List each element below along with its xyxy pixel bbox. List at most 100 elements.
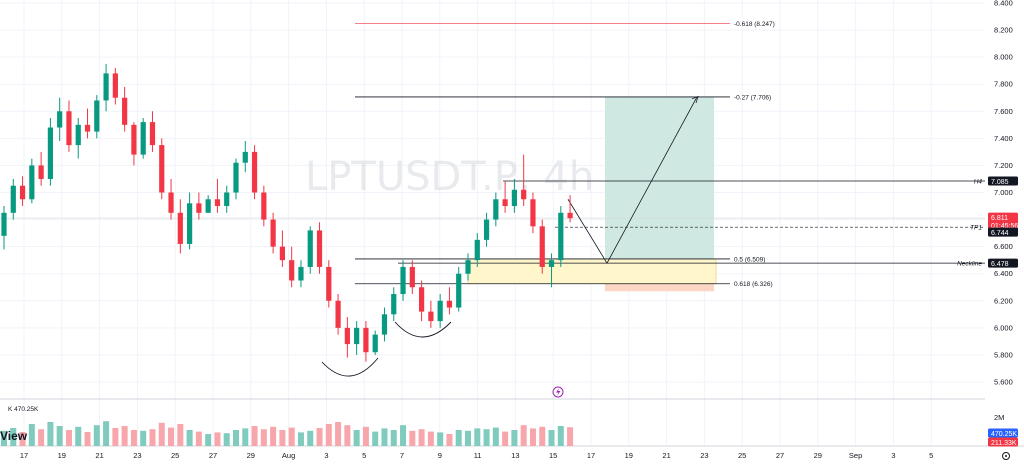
projection-arrowhead [691,95,699,104]
time-tick-label: 5 [929,451,933,460]
volume-bar [316,428,323,446]
volume-bar [10,428,17,446]
volume-bar [112,428,119,446]
candle-body [316,230,323,267]
candle-body [19,185,26,200]
right-shoulder-arc [394,321,452,338]
volume-bar [502,431,509,446]
candle-body [205,199,211,213]
candle-body [270,219,276,247]
volume-bar [344,425,351,446]
time-tick-label: 11 [474,451,482,460]
time-tick-label: 17 [587,451,595,460]
volume-bar [567,427,574,446]
volume-bar [214,432,221,446]
volume-badge-text: 470.25K [991,431,1017,438]
candle-body [242,151,248,163]
lightning-icon[interactable] [552,386,564,398]
volume-bar [437,432,444,446]
volume-bar [38,429,45,446]
volume-bar [75,426,82,446]
time-tick-label: Sep [849,451,862,460]
time-tick-label: 23 [133,451,141,460]
candle-body [521,189,527,200]
symbol-watermark: LPTUSDT.P, 4h [305,154,594,200]
candle-body [149,122,156,146]
volume-bar [465,430,471,446]
candle-body [131,124,137,155]
volume-bar [47,422,54,446]
volume-bar [492,427,499,446]
candle-body [196,203,202,213]
candle-body [493,199,499,220]
time-tick-label: 7 [400,451,404,460]
volume-bar [56,426,63,446]
horizontal-line-label: H4 [974,178,983,185]
candle-body [511,189,517,207]
current-price-badge-text: 6.811 [991,215,1008,222]
volume-bar [186,430,193,446]
candle-body [372,334,378,353]
volume-bar [223,433,230,446]
candle-body [400,266,406,295]
horizontal-line-label: TP1 [970,225,982,232]
candle-body [38,165,44,179]
volume-bar [520,425,527,446]
volume-bar [84,432,91,446]
volume-badge-2-bg [988,437,1018,447]
logo-text: View [0,429,28,443]
candle-body [298,266,304,281]
volume-bar [353,430,360,446]
volume-bar [297,432,304,446]
time-tick-label: 25 [738,451,746,460]
volume-bar [205,434,212,446]
candle-body [251,151,258,193]
candle-body [335,300,341,328]
candle-body [57,111,63,128]
price-axis[interactable]: 8.400 8.200 8.000 7.800 7.600 7.400 7.200 7.000… [994,0,1013,387]
candle-body [558,212,564,261]
settings-icon[interactable] [1002,452,1010,460]
time-tick-label: 15 [549,451,557,460]
zones [467,96,717,292]
volume-bar [362,426,369,446]
h4-badge-text: 7.085 [991,179,1009,186]
volume-bar [158,422,165,446]
candle-body [307,230,313,267]
volume-badge-2-text: 211.33K [991,440,1017,447]
candle-body [391,294,397,315]
volume-bar [529,428,536,446]
volume-bar [557,426,564,446]
fib-level-label: -0.618 (8.247) [734,21,775,28]
candle-body [233,162,239,193]
time-tick-label: 13 [511,451,519,460]
volume-bar [121,426,128,446]
volume-bar [1,430,7,446]
volume-axis-label: 2M [994,413,1004,422]
volume-bar [325,424,332,446]
candle-body [122,97,128,125]
candle-body [214,199,221,207]
price-tick-label: 6.200 [994,296,1013,305]
candle-body [289,260,295,281]
candle-body [75,124,81,146]
candle-body [168,192,174,213]
volume-bar [279,430,286,446]
volume-bar [381,428,388,446]
volume-bar [93,425,100,446]
volume-bar [418,429,425,446]
volume-bar [335,422,342,446]
time-tick-label: 5 [362,451,366,460]
price-tick-label: 5.800 [994,350,1013,359]
candle-body [187,203,193,244]
volume-bar [260,429,267,446]
volume-bar [19,432,26,446]
grid [0,0,1024,447]
volume-bar [307,430,314,446]
time-tick-label: 27 [209,451,217,460]
h4-badge-bg [988,176,1018,186]
candle-body [261,192,267,220]
time-axis[interactable]: 17 19 21 23 25 27 29 Aug 3 5 7 9 11 13 15 17 19 21 23 25 27 2… [20,451,933,460]
volume-bar [474,428,481,446]
